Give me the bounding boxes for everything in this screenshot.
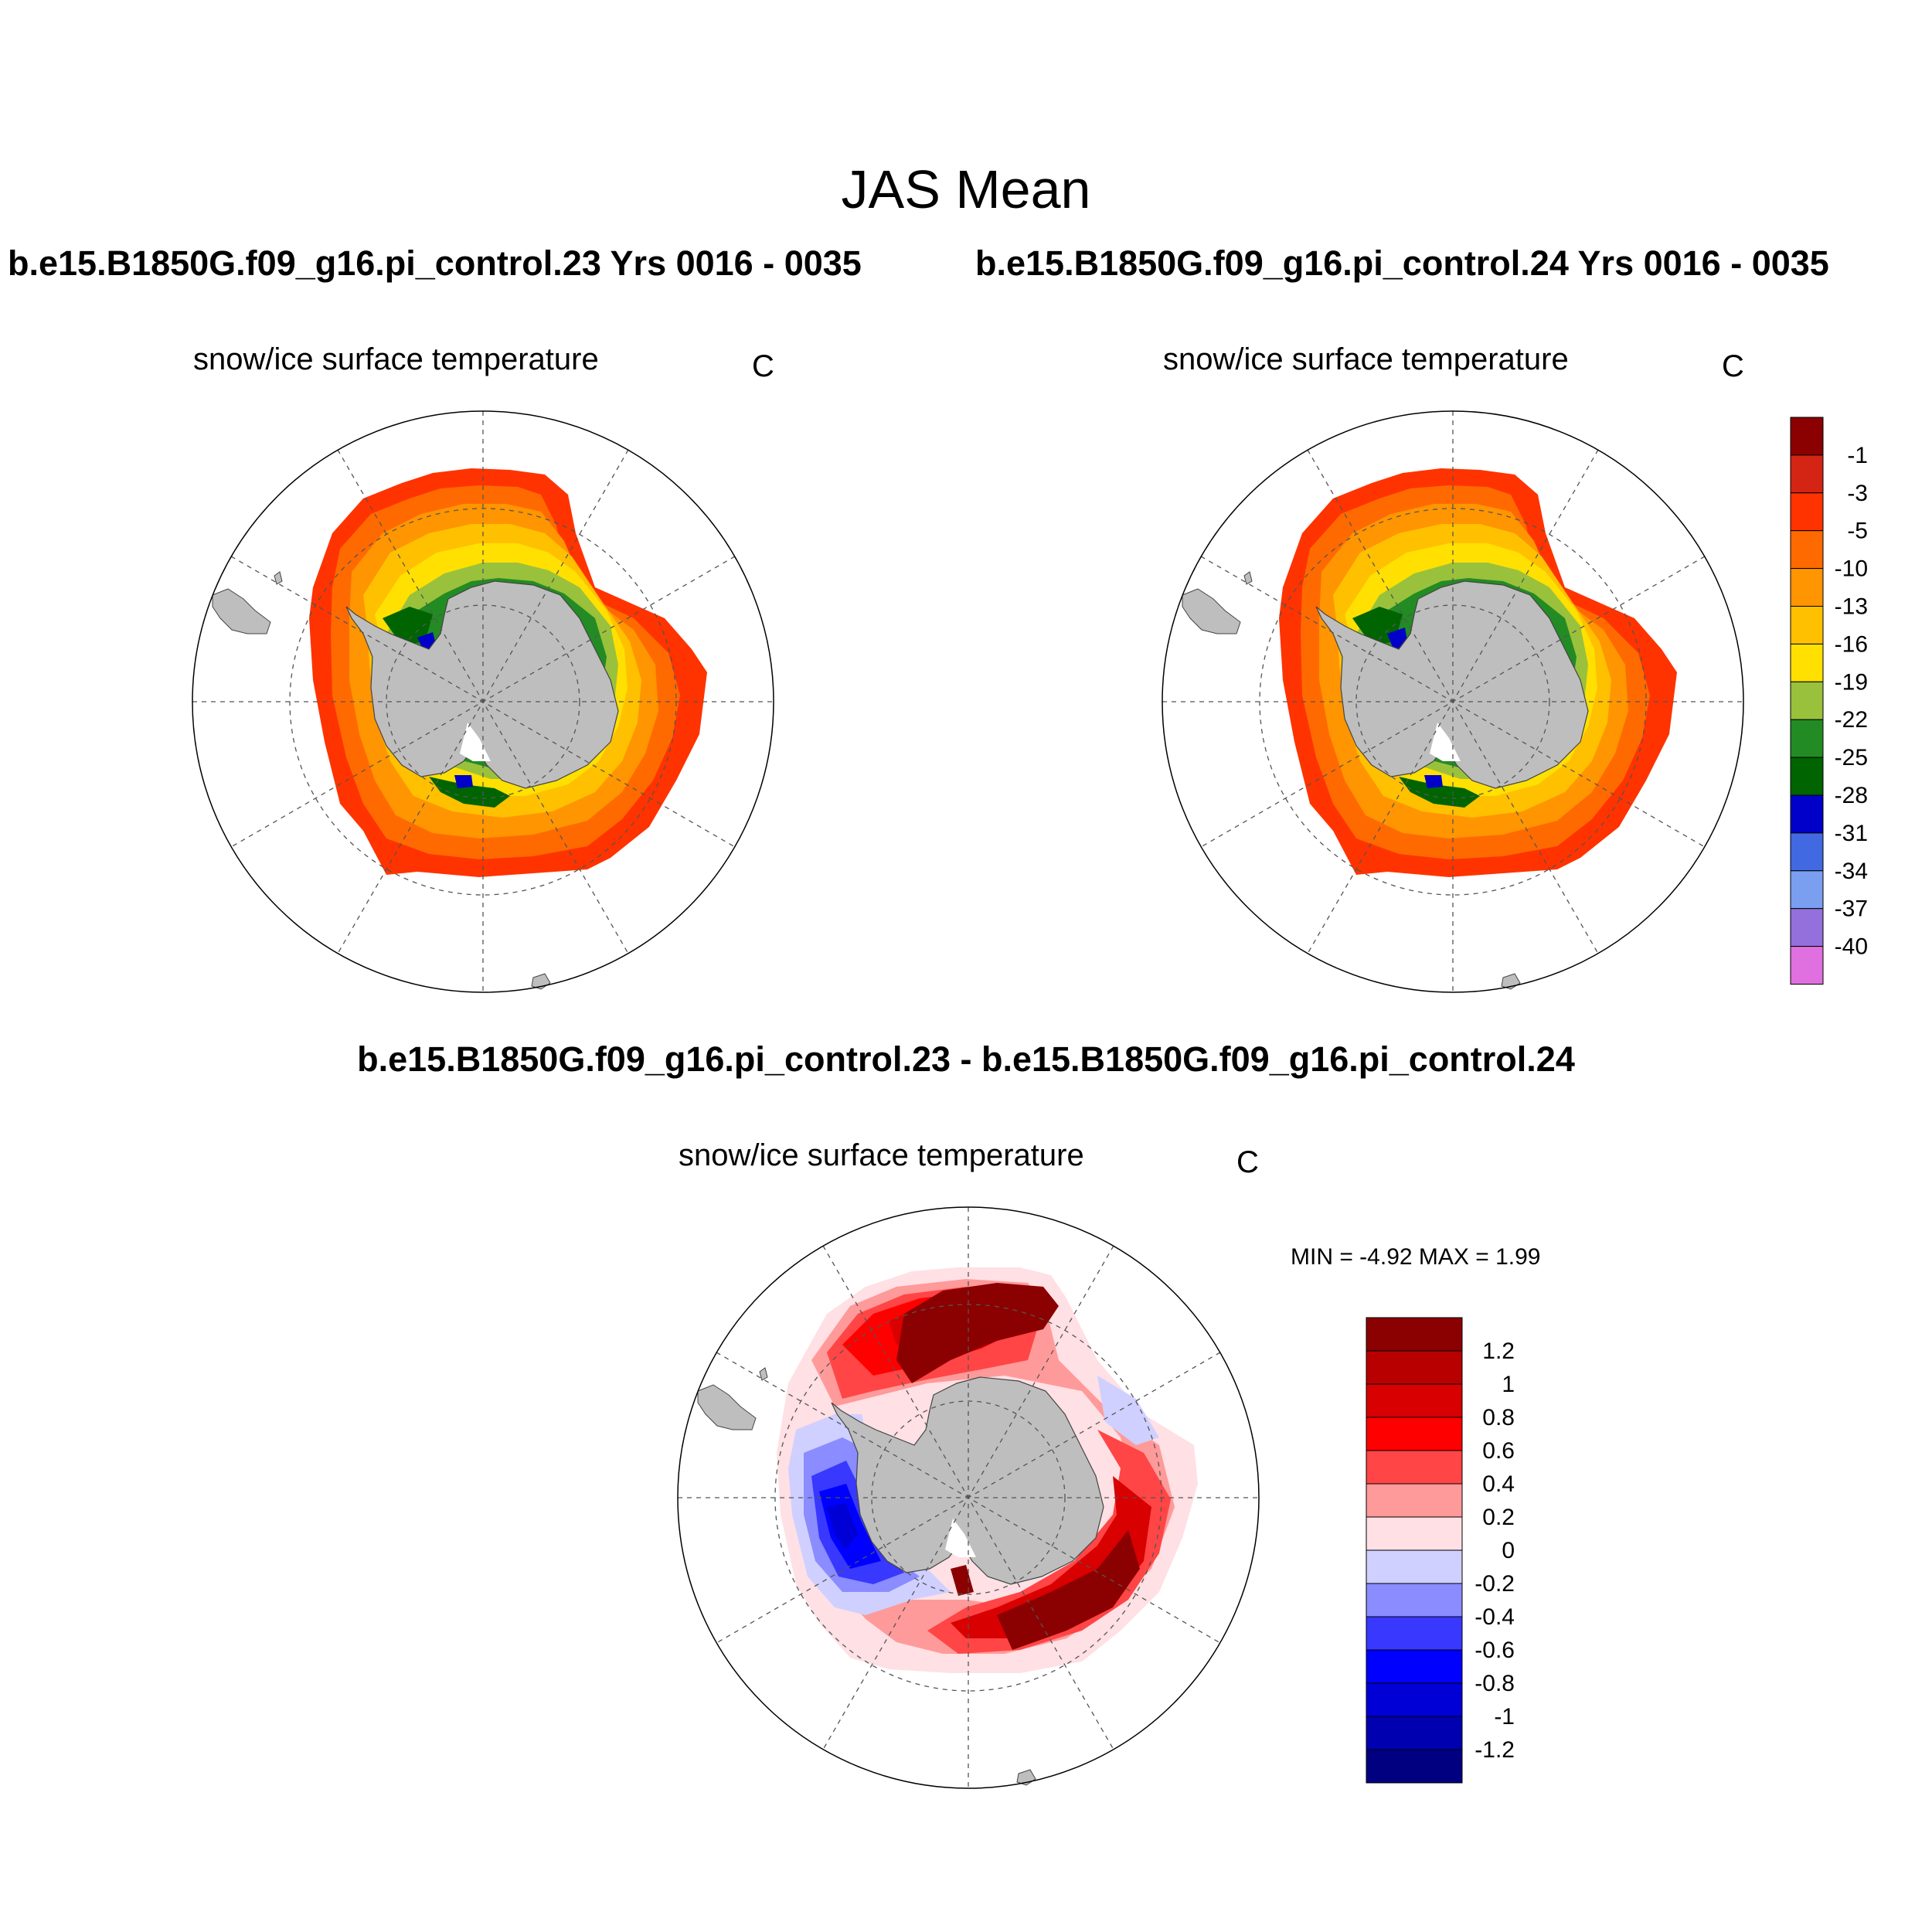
diff-colorbar-label-8: -0.4 [1475, 1604, 1515, 1630]
figure-title: JAS Mean [841, 159, 1091, 219]
abs-colorbar-swatch-11 [1790, 832, 1824, 872]
right-panel-run-title: b.e15.B1850G.f09_g16.pi_control.24 Yrs 0… [975, 243, 1829, 283]
right-panel-variable-title: snow/ice surface temperature [1163, 342, 1569, 376]
diff-colorbar-swatch-10 [1366, 1649, 1463, 1684]
abs-colorbar-swatch-4 [1790, 568, 1824, 607]
diff-colorbar-label-1: 1 [1502, 1372, 1515, 1397]
abs-colorbar-swatch-7 [1790, 681, 1824, 720]
diff-colorbar-swatch-0 [1366, 1317, 1463, 1352]
right-panel-units: C [1722, 349, 1744, 383]
right-graticule [1162, 411, 1743, 992]
diff-colorbar-label-2: 0.8 [1482, 1405, 1515, 1430]
abs-colorbar-swatch-8 [1790, 719, 1824, 758]
abs-colorbar-swatch-3 [1790, 530, 1824, 570]
left-graticule [192, 411, 774, 992]
abs-colorbar-label-10: -31 [1835, 821, 1868, 846]
left-panel-variable-title: snow/ice surface temperature [193, 342, 599, 376]
diff-colorbar-label-12: -1.2 [1475, 1737, 1515, 1763]
diff-colorbar-swatch-5 [1366, 1483, 1463, 1518]
difference-colorbar: 1.2 1 0.8 0.6 0.4 0.2 0 -0.2 -0.4 -0.6 -0.8 -1 -1.2 [1366, 1317, 1515, 1784]
left-polar-map [192, 410, 774, 993]
diff-colorbar-label-4: 0.4 [1482, 1471, 1515, 1497]
abs-colorbar-label-1: -3 [1847, 481, 1868, 506]
abs-colorbar-label-11: -34 [1835, 859, 1868, 884]
abs-colorbar-label-4: -13 [1835, 594, 1868, 620]
diff-colorbar-swatch-1 [1366, 1350, 1463, 1385]
diff-colorbar-label-0: 1.2 [1482, 1338, 1515, 1364]
abs-colorbar-swatch-5 [1790, 606, 1824, 645]
difference-polar-map [677, 1206, 1260, 1789]
abs-colorbar-label-13: -40 [1835, 934, 1868, 960]
left-panel-units: C [752, 349, 774, 383]
diff-colorbar-swatch-13 [1366, 1749, 1463, 1784]
abs-colorbar-label-2: -5 [1847, 519, 1868, 544]
diff-colorbar-swatch-6 [1366, 1516, 1463, 1551]
diff-colorbar-label-3: 0.6 [1482, 1438, 1515, 1464]
difference-variable-title: snow/ice surface temperature [679, 1138, 1084, 1172]
diff-colorbar-swatch-9 [1366, 1616, 1463, 1651]
diff-colorbar-swatch-7 [1366, 1549, 1463, 1584]
abs-colorbar-swatch-2 [1790, 492, 1824, 532]
abs-colorbar-label-3: -10 [1835, 556, 1868, 582]
abs-colorbar-swatch-6 [1790, 643, 1824, 682]
abs-colorbar-swatch-9 [1790, 757, 1824, 796]
diff-colorbar-label-5: 0.2 [1482, 1505, 1515, 1530]
difference-graticule [678, 1207, 1259, 1788]
diff-colorbar-swatch-3 [1366, 1417, 1463, 1451]
diff-colorbar-swatch-11 [1366, 1682, 1463, 1717]
difference-title: b.e15.B1850G.f09_g16.pi_control.23 - b.e… [357, 1039, 1575, 1079]
diff-colorbar-swatch-4 [1366, 1450, 1463, 1485]
abs-colorbar-swatch-13 [1790, 908, 1824, 947]
right-polar-map [1162, 410, 1744, 993]
abs-colorbar-swatch-0 [1790, 417, 1824, 456]
diff-colorbar-label-10: -0.8 [1475, 1671, 1515, 1696]
diff-colorbar-label-7: -0.2 [1475, 1571, 1515, 1597]
right-map-boundary [1162, 410, 1744, 993]
abs-colorbar-label-12: -37 [1835, 896, 1868, 922]
abs-colorbar-swatch-10 [1790, 794, 1824, 834]
left-panel-run-title: b.e15.B1850G.f09_g16.pi_control.23 Yrs 0… [8, 243, 862, 283]
diff-colorbar-swatch-12 [1366, 1716, 1463, 1750]
absolute-colorbar: -1 -3 -5 -10 -13 -16 -19 -22 -25 -28 -31 -34 -37 -40 [1790, 417, 1868, 985]
difference-map-boundary [677, 1206, 1260, 1789]
min-max-readout: MIN = -4.92 MAX = 1.99 [1291, 1244, 1541, 1270]
diff-colorbar-label-6: 0 [1502, 1538, 1515, 1563]
diff-colorbar-label-9: -0.6 [1475, 1638, 1515, 1663]
abs-colorbar-swatch-12 [1790, 870, 1824, 910]
abs-colorbar-label-5: -16 [1835, 631, 1868, 657]
abs-colorbar-swatch-14 [1790, 946, 1824, 985]
abs-colorbar-label-7: -22 [1835, 707, 1868, 733]
diff-colorbar-label-11: -1 [1494, 1704, 1515, 1730]
diff-colorbar-swatch-2 [1366, 1383, 1463, 1418]
left-map-boundary [192, 410, 774, 993]
abs-colorbar-label-8: -25 [1835, 745, 1868, 770]
abs-colorbar-label-9: -28 [1835, 783, 1868, 808]
diff-colorbar-swatch-8 [1366, 1583, 1463, 1617]
abs-colorbar-label-6: -19 [1835, 669, 1868, 695]
difference-units: C [1236, 1145, 1259, 1179]
abs-colorbar-label-0: -1 [1847, 443, 1868, 468]
abs-colorbar-swatch-1 [1790, 454, 1824, 494]
